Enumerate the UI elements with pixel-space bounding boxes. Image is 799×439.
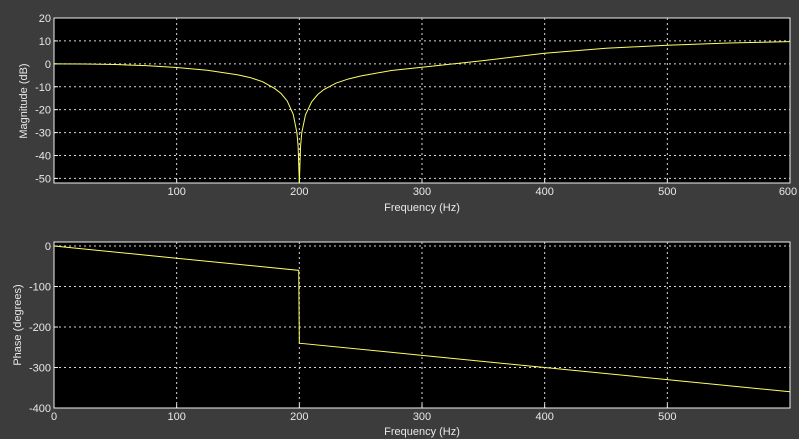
phase-y-tick-label: -100: [29, 282, 51, 294]
phase-y-tick-label: -300: [29, 363, 51, 375]
magnitude-x-tick-label: 200: [290, 186, 308, 198]
phase-x-axis-label: Frequency (Hz): [384, 426, 460, 438]
phase-y-tick-label: 0: [45, 241, 51, 253]
phase-x-tick-label: 200: [290, 411, 308, 423]
magnitude-x-tick-label: 400: [535, 186, 553, 198]
magnitude-y-axis-label: Magnitude (dB): [18, 63, 30, 138]
phase-plot-area: [53, 241, 791, 409]
magnitude-y-tick-label: -50: [35, 173, 51, 185]
magnitude-y-tick-label: 10: [39, 36, 51, 48]
phase-x-tick-label: 100: [167, 411, 185, 423]
magnitude-y-tick-label: -20: [35, 105, 51, 117]
phase-tick-labels: 0 100 200 300 400 500 0 -100 -200 -300 -400: [29, 241, 677, 423]
phase-x-tick-label: 300: [413, 411, 431, 423]
phase-y-axis-label: Phase (degrees): [12, 284, 24, 365]
magnitude-x-tick-label: 600: [779, 186, 797, 198]
phase-series-line: [53, 245, 791, 393]
phase-y-tick-label: -200: [29, 322, 51, 334]
magnitude-x-tick-label: 300: [413, 186, 431, 198]
magnitude-y-tick-label: 20: [39, 13, 51, 25]
phase-x-tick-label: 400: [535, 411, 553, 423]
phase-x-tick-label: 500: [658, 411, 676, 423]
magnitude-x-tick-label: 500: [658, 186, 676, 198]
magnitude-y-tick-label: -40: [35, 151, 51, 163]
magnitude-x-tick-label: 100: [167, 186, 185, 198]
phase-x-tick-label: 0: [51, 411, 57, 423]
phase-axes: 0 100 200 300 400 500 0 -100 -200 -300 -400 Freque…: [12, 241, 791, 438]
magnitude-series-line: [53, 41, 791, 184]
magnitude-y-tick-label: 0: [45, 59, 51, 71]
magnitude-y-tick-label: -30: [35, 128, 51, 140]
magnitude-x-axis-label: Frequency (Hz): [384, 202, 460, 214]
phase-y-tick-label: -400: [29, 403, 51, 415]
magnitude-y-tick-label: -10: [35, 82, 51, 94]
